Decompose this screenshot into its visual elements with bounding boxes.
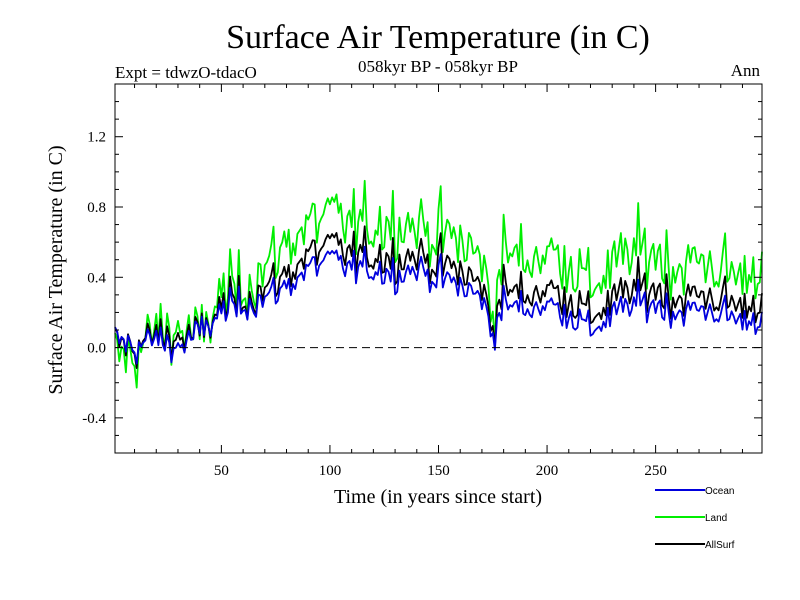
experiment-label: Expt = tdwzO-tdacO (115, 63, 257, 82)
y-axis-label: Surface Air Temperature (in C) (45, 145, 67, 394)
x-axis-label: Time (in years since start) (334, 486, 542, 508)
series-line-ocean (114, 245, 763, 365)
series-line-allsurf (114, 225, 763, 370)
legend-label-allsurf: AllSurf (705, 540, 735, 551)
y-tick-label: -0.4 (82, 411, 106, 427)
x-tick-label: 200 (536, 463, 559, 479)
legend-label-ocean: Ocean (705, 486, 734, 497)
y-tick-label: 1.2 (87, 130, 106, 146)
axis-ticks (115, 84, 762, 453)
series-layer (114, 179, 763, 389)
legend: Ocean Land AllSurf (655, 486, 735, 551)
y-tick-label: 0.8 (87, 200, 106, 216)
period-label: 058kyr BP - 058kyr BP (358, 57, 518, 76)
x-tick-label: 50 (214, 463, 229, 479)
y-tick-label: 0.0 (87, 341, 106, 357)
season-label: Ann (731, 61, 761, 80)
y-tick-label: 0.4 (87, 270, 106, 286)
x-tick-label: 250 (644, 463, 667, 479)
series-line-land (114, 179, 763, 389)
legend-label-land: Land (705, 513, 727, 524)
chart-title: Surface Air Temperature (in C) (226, 19, 650, 56)
plot-frame (114, 83, 763, 454)
x-tick-label: 150 (427, 463, 450, 479)
tick-labels: 50 100 150 200 250 -0.4 0.0 0.4 0.8 1.2 (82, 130, 667, 479)
x-tick-label: 100 (319, 463, 342, 479)
